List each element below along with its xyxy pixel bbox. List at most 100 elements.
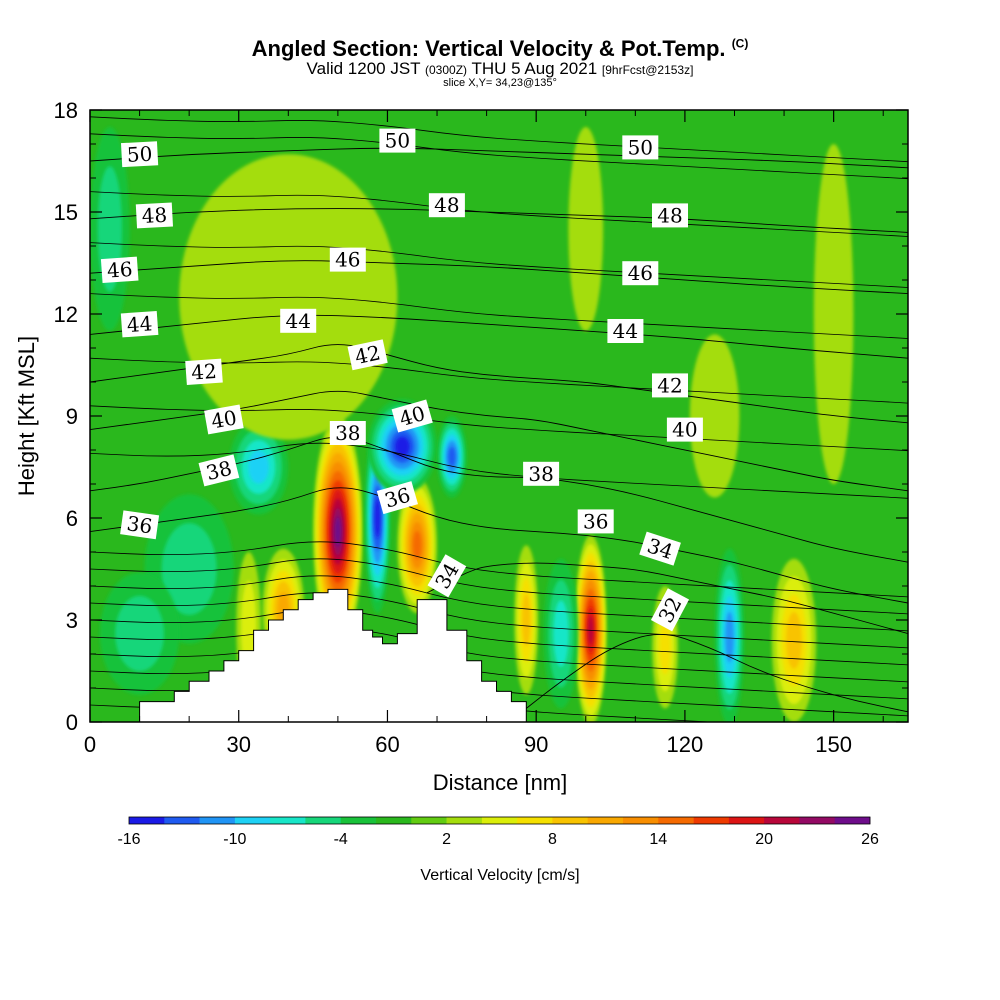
contour-label-text: 42 xyxy=(353,340,383,369)
contour-label-46-8: 46 xyxy=(622,261,659,286)
contour-label-bg xyxy=(652,373,688,398)
contour-label-bg xyxy=(639,531,681,566)
chart-title-superscript: (C) xyxy=(731,36,749,51)
colorbar-title: Vertical Velocity [cm/s] xyxy=(420,867,579,884)
y-tick-label-12: 12 xyxy=(54,302,78,327)
velocity-cell-14-1 xyxy=(161,523,217,615)
velocity-cell-0-11 xyxy=(334,516,341,547)
velocity-cell-18-0 xyxy=(813,144,854,484)
theta-contour-minor-10 xyxy=(90,442,908,499)
contour-label-48-5: 48 xyxy=(652,203,688,228)
contour-label-bg xyxy=(428,193,465,218)
colorbar-tick-2: -4 xyxy=(334,831,348,848)
theta-contour-38 xyxy=(90,436,908,563)
theta-contour-46 xyxy=(90,260,908,295)
colorbar-tick-1: -10 xyxy=(223,831,246,848)
theta-contour-minor-6 xyxy=(90,592,908,649)
colorbar-swatch-16 xyxy=(693,817,730,824)
contour-label-text: 40 xyxy=(672,418,697,442)
contour-label-36-21: 36 xyxy=(120,510,160,540)
colorbar-swatch-7 xyxy=(376,817,412,824)
theta-contour-minor-17 xyxy=(90,116,908,163)
velocity-cell-13-4 xyxy=(725,611,734,663)
forecast-info: [9hrFcst@2153z] xyxy=(601,63,694,77)
contour-label-text: 42 xyxy=(190,359,217,385)
contour-label-50-2: 50 xyxy=(622,135,659,160)
colorbar-swatch-3 xyxy=(234,817,271,824)
terrain-profile xyxy=(90,588,908,722)
velocity-cell-15-1 xyxy=(115,595,164,672)
contour-label-text: 40 xyxy=(209,405,238,433)
contour-label-38-18: 38 xyxy=(198,454,240,487)
contour-label-text: 48 xyxy=(434,193,459,217)
contour-label-46-7: 46 xyxy=(329,247,366,272)
contour-label-text: 42 xyxy=(657,373,682,397)
colorbar-swatch-4 xyxy=(270,817,306,824)
contour-label-text: 44 xyxy=(613,319,638,343)
contour-label-50-0: 50 xyxy=(120,141,159,168)
contour-label-44-11: 44 xyxy=(607,319,644,343)
velocity-cell-8-6 xyxy=(374,498,381,538)
contour-label-bg xyxy=(120,510,160,540)
contour-label-bg xyxy=(280,308,317,333)
contour-label-text: 46 xyxy=(106,257,133,283)
contour-label-text: 48 xyxy=(141,203,168,228)
contour-label-bg xyxy=(120,141,159,168)
theta-contour-minor-5 xyxy=(90,609,908,666)
contour-label-text: 44 xyxy=(285,309,310,333)
y-tick-label-3: 3 xyxy=(66,608,78,633)
theta-contour-minor-13 xyxy=(90,293,908,339)
theta-contour-minor-15 xyxy=(90,191,908,237)
theta-contour-minor-4 xyxy=(90,626,908,683)
contour-label-bg xyxy=(100,256,139,284)
colorbar-tick-0: -16 xyxy=(117,831,140,848)
velocity-cell-17-0 xyxy=(568,127,604,331)
x-tick-label-30: 30 xyxy=(226,732,250,757)
contour-label-bg xyxy=(347,339,388,371)
contour-label-text: 38 xyxy=(528,462,553,486)
velocity-cell-9-3 xyxy=(248,450,269,484)
contour-label-bg xyxy=(329,247,366,272)
contour-label-bg xyxy=(198,454,240,487)
velocity-cell-1-6 xyxy=(413,530,422,560)
contour-label-bg xyxy=(135,202,174,229)
x-tick-label-0: 0 xyxy=(84,732,96,757)
theta-contour-minor-14 xyxy=(90,242,908,288)
contour-label-text: 46 xyxy=(628,261,653,285)
contour-label-text: 38 xyxy=(204,456,235,485)
contour-label-text: 46 xyxy=(335,248,360,272)
y-axis-title: Height [Kft MSL] xyxy=(14,336,39,496)
valid-time: Valid 1200 JST xyxy=(306,59,421,78)
x-tick-label-120: 120 xyxy=(667,732,704,757)
chart-subtitle: Valid 1200 JST (0300Z) THU 5 Aug 2021 [9… xyxy=(0,59,1000,79)
colorbar-tick-6: 20 xyxy=(755,831,773,848)
contour-label-36-23: 36 xyxy=(577,509,614,534)
velocity-cell-3-3 xyxy=(522,594,531,646)
colorbar-swatch-20 xyxy=(834,817,871,824)
contour-label-44-9: 44 xyxy=(120,310,159,338)
colorbar-tick-5: 14 xyxy=(649,831,667,848)
theta-contour-44 xyxy=(90,314,908,359)
x-axis-title: Distance [nm] xyxy=(433,770,568,795)
contour-label-bg xyxy=(666,417,703,442)
velocity-cell-11-5 xyxy=(448,446,456,467)
contour-label-text: 36 xyxy=(125,511,154,538)
contour-label-text: 44 xyxy=(126,311,153,337)
contour-label-50-1: 50 xyxy=(379,128,416,153)
contour-label-text: 50 xyxy=(385,129,410,153)
contour-label-bg xyxy=(622,135,659,160)
velocity-cell-19-0 xyxy=(689,334,740,498)
contour-label-bg xyxy=(185,358,223,386)
contour-label-bg xyxy=(650,588,690,632)
y-tick-label-6: 6 xyxy=(66,506,78,531)
contour-label-48-3: 48 xyxy=(135,202,174,229)
x-tick-label-150: 150 xyxy=(815,732,852,757)
colorbar-swatch-8 xyxy=(411,817,447,824)
theta-contour-32 xyxy=(526,634,908,713)
colorbar-swatch-15 xyxy=(658,817,694,824)
x-tick-label-60: 60 xyxy=(375,732,399,757)
contour-label-text: 48 xyxy=(657,203,682,227)
